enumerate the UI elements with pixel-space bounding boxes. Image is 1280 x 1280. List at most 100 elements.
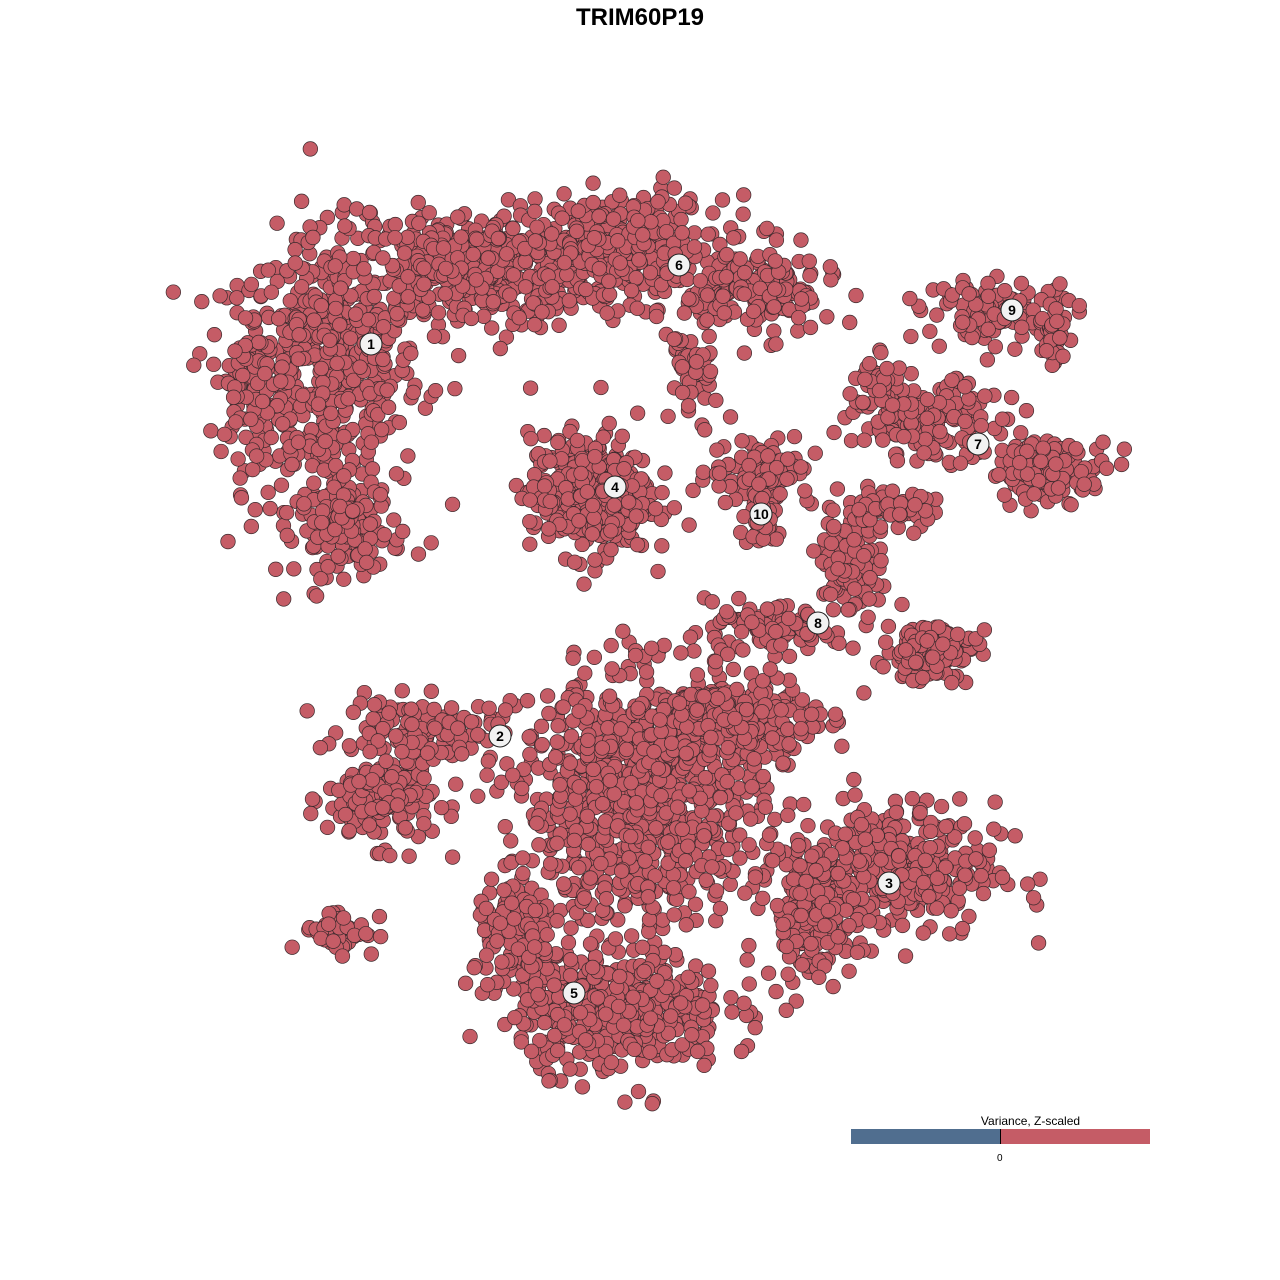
data-point bbox=[778, 938, 795, 955]
data-point bbox=[708, 883, 725, 899]
data-point bbox=[822, 259, 838, 275]
data-point bbox=[584, 526, 600, 542]
data-point bbox=[625, 989, 641, 1005]
data-point bbox=[681, 291, 697, 307]
data-point bbox=[1013, 425, 1029, 441]
data-point bbox=[768, 531, 785, 547]
data-point bbox=[896, 429, 912, 445]
data-point bbox=[539, 927, 555, 943]
data-point bbox=[732, 850, 748, 866]
data-point bbox=[841, 963, 857, 979]
data-point bbox=[462, 1028, 478, 1045]
data-point bbox=[243, 411, 259, 427]
data-point bbox=[352, 359, 368, 375]
data-point bbox=[717, 494, 734, 511]
data-point bbox=[569, 432, 586, 449]
data-point bbox=[871, 382, 888, 399]
data-point bbox=[410, 194, 426, 211]
data-point bbox=[793, 907, 809, 924]
data-point bbox=[952, 791, 968, 807]
data-point bbox=[800, 817, 816, 834]
data-point bbox=[1003, 389, 1020, 406]
data-point bbox=[741, 457, 757, 474]
data-point bbox=[1019, 876, 1036, 892]
data-point bbox=[686, 239, 703, 255]
data-point bbox=[373, 421, 390, 438]
data-point bbox=[254, 393, 271, 410]
data-point bbox=[1012, 455, 1028, 471]
data-point bbox=[291, 327, 307, 343]
data-point bbox=[1073, 464, 1089, 480]
data-point bbox=[591, 261, 608, 277]
data-point bbox=[736, 265, 753, 281]
data-point bbox=[680, 969, 696, 985]
data-point bbox=[894, 917, 911, 934]
data-point bbox=[317, 433, 333, 449]
data-point bbox=[908, 654, 924, 670]
data-point bbox=[601, 415, 617, 432]
data-point bbox=[906, 525, 922, 541]
data-point bbox=[734, 433, 750, 449]
data-point bbox=[454, 746, 470, 762]
data-point bbox=[616, 1017, 632, 1033]
data-point bbox=[345, 704, 362, 720]
data-point bbox=[732, 251, 748, 267]
data-point bbox=[466, 960, 482, 976]
data-point bbox=[1033, 453, 1049, 469]
data-point bbox=[711, 465, 728, 481]
data-point bbox=[1035, 440, 1051, 456]
data-point bbox=[220, 533, 236, 550]
data-point bbox=[919, 391, 936, 408]
data-point bbox=[917, 431, 933, 447]
data-point bbox=[655, 169, 671, 185]
data-point bbox=[719, 604, 735, 620]
data-point bbox=[956, 816, 973, 832]
data-point bbox=[336, 428, 352, 445]
data-point bbox=[957, 413, 973, 430]
data-point bbox=[527, 233, 544, 249]
data-point bbox=[370, 407, 386, 423]
data-point bbox=[605, 211, 622, 227]
data-point bbox=[400, 448, 416, 464]
data-point bbox=[203, 423, 219, 439]
data-point bbox=[430, 305, 447, 321]
data-point bbox=[614, 428, 630, 444]
data-point bbox=[739, 952, 755, 968]
data-point bbox=[357, 541, 373, 557]
data-point bbox=[806, 543, 822, 559]
data-point bbox=[766, 323, 782, 339]
data-point bbox=[603, 1054, 620, 1070]
data-point bbox=[931, 338, 947, 354]
data-point bbox=[857, 831, 874, 847]
data-point bbox=[964, 329, 980, 346]
data-point bbox=[384, 769, 400, 785]
data-point bbox=[507, 1009, 523, 1026]
data-point bbox=[644, 1096, 660, 1112]
data-point bbox=[1038, 343, 1055, 359]
data-point bbox=[1013, 275, 1029, 292]
data-point bbox=[366, 696, 383, 713]
data-point bbox=[695, 464, 711, 480]
data-point bbox=[505, 267, 522, 283]
data-point bbox=[767, 281, 783, 297]
data-point bbox=[916, 874, 932, 891]
data-point bbox=[862, 570, 878, 586]
data-point bbox=[269, 215, 285, 231]
data-point bbox=[536, 478, 553, 494]
data-point bbox=[793, 291, 810, 307]
data-point bbox=[400, 269, 416, 285]
data-point bbox=[586, 510, 602, 526]
data-point bbox=[660, 408, 676, 425]
data-point bbox=[976, 622, 993, 638]
data-point bbox=[904, 790, 920, 807]
data-point bbox=[337, 218, 353, 234]
data-point bbox=[549, 1042, 566, 1059]
data-point bbox=[438, 260, 454, 277]
data-point bbox=[276, 591, 292, 607]
data-point bbox=[496, 882, 512, 898]
data-point bbox=[861, 356, 878, 372]
data-point bbox=[366, 288, 382, 305]
data-point bbox=[615, 623, 631, 639]
data-point bbox=[336, 468, 352, 484]
